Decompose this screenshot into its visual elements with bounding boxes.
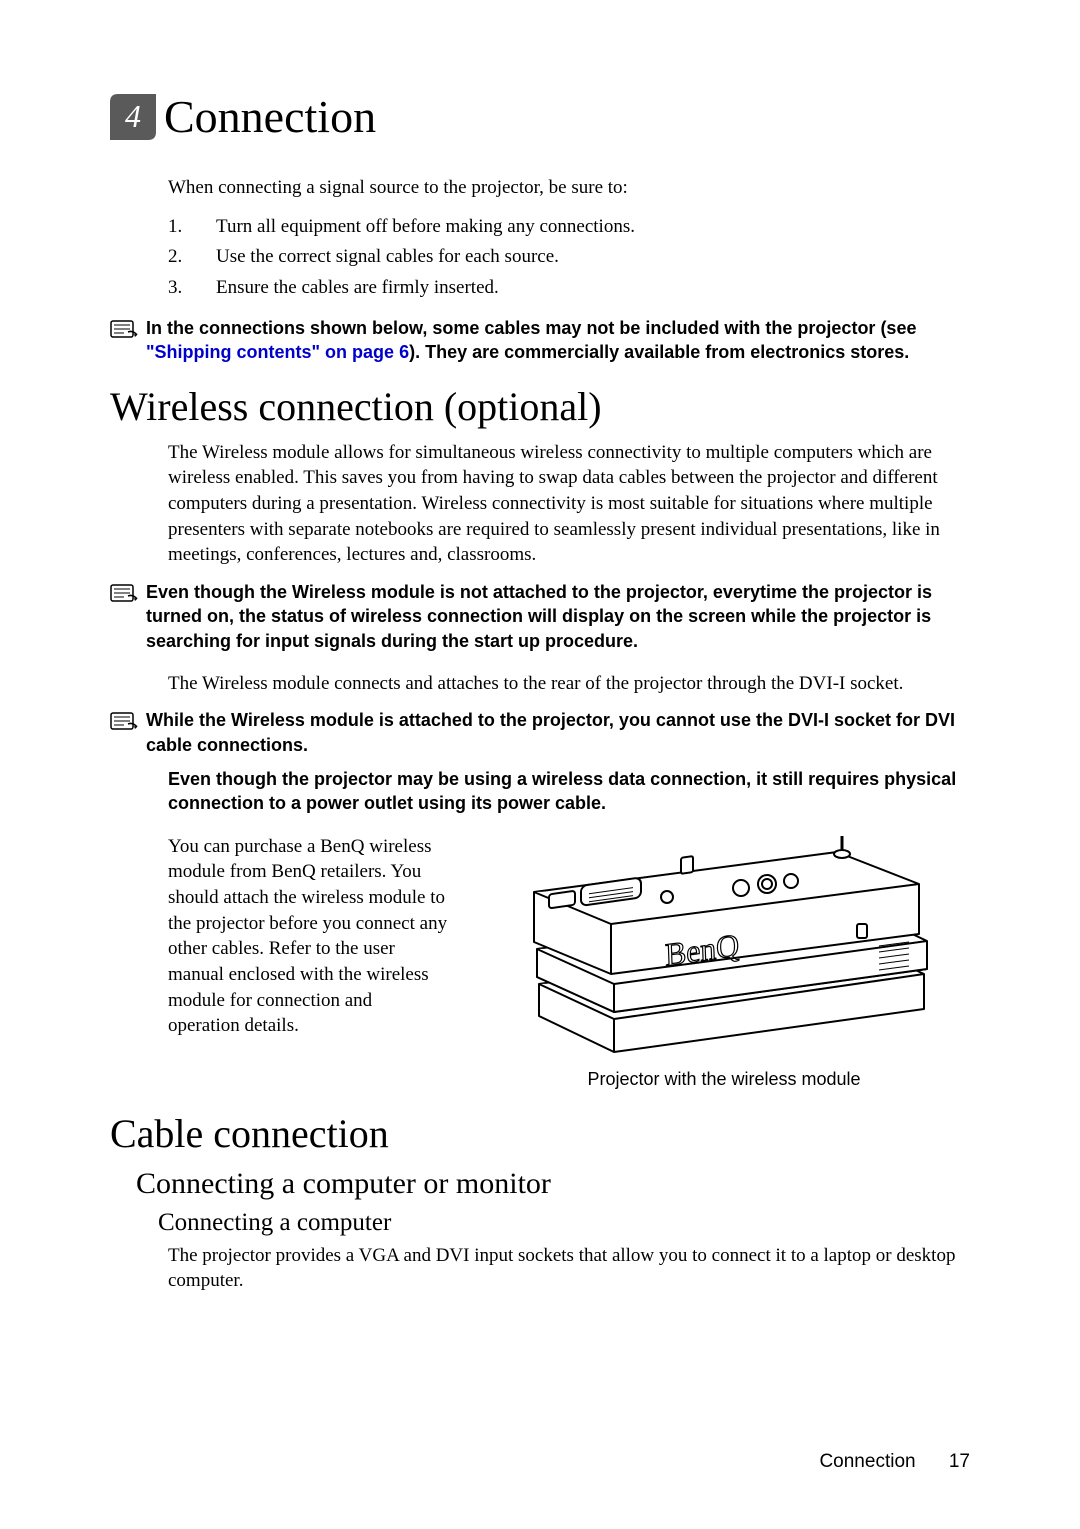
list-item: 3.Ensure the cables are firmly inserted. xyxy=(168,274,970,303)
page-number: 17 xyxy=(949,1451,970,1472)
note-text: In the connections shown below, some cab… xyxy=(146,316,970,365)
chapter-number-icon: 4 xyxy=(110,94,156,140)
wireless-figure-row: You can purchase a BenQ wireless module … xyxy=(168,834,970,1090)
projector-figure: BenQ Projector with the wireless module xyxy=(478,834,970,1090)
cable-subsub: Connecting a computer xyxy=(158,1209,970,1237)
note-icon xyxy=(110,318,138,340)
projector-illustration: BenQ xyxy=(509,834,939,1054)
page-footer: Connection 17 xyxy=(819,1451,970,1473)
list-item: 2.Use the correct signal cables for each… xyxy=(168,243,970,272)
note-shipping: In the connections shown below, some cab… xyxy=(110,316,970,365)
note-text: While the Wireless module is attached to… xyxy=(146,708,970,757)
note-power: Even though the projector may be using a… xyxy=(168,767,970,816)
wireless-para3: You can purchase a BenQ wireless module … xyxy=(168,834,448,1090)
steps-list: 1.Turn all equipment off before making a… xyxy=(168,213,970,303)
note-icon xyxy=(110,582,138,604)
cable-para: The projector provides a VGA and DVI inp… xyxy=(168,1243,970,1294)
shipping-link[interactable]: "Shipping contents" on page 6 xyxy=(146,342,409,362)
chapter-title: Connection xyxy=(164,90,376,143)
note-icon xyxy=(110,710,138,732)
intro-text: When connecting a signal source to the p… xyxy=(168,175,970,201)
note-wireless-status: Even though the Wireless module is not a… xyxy=(110,580,970,653)
wireless-heading: Wireless connection (optional) xyxy=(110,383,970,430)
cable-heading: Cable connection xyxy=(110,1110,970,1157)
chapter-header: 4 Connection xyxy=(110,90,970,143)
wireless-para1: The Wireless module allows for simultane… xyxy=(168,440,970,568)
svg-text:4: 4 xyxy=(125,98,141,134)
wireless-para2: The Wireless module connects and attache… xyxy=(168,671,970,697)
cable-sub: Connecting a computer or monitor xyxy=(136,1167,970,1201)
figure-caption: Projector with the wireless module xyxy=(478,1069,970,1090)
list-item: 1.Turn all equipment off before making a… xyxy=(168,213,970,242)
note-dvi: While the Wireless module is attached to… xyxy=(110,708,970,757)
note-text: Even though the Wireless module is not a… xyxy=(146,580,970,653)
footer-label: Connection xyxy=(819,1451,915,1472)
